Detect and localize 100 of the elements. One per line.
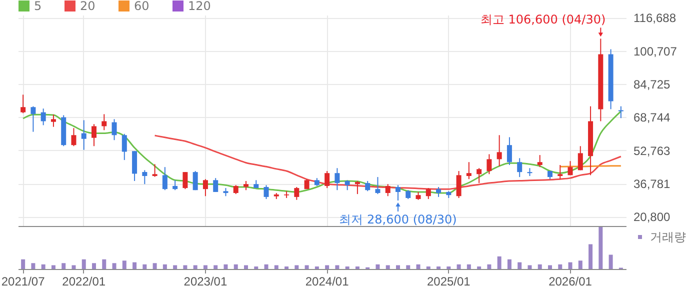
x-tick-label: 2025/01 xyxy=(426,274,471,288)
candlestick xyxy=(354,180,360,195)
y-tick-label: 36,781 xyxy=(634,177,671,192)
x-tick-label: 2022/01 xyxy=(62,274,106,288)
bar xyxy=(274,265,278,269)
bar xyxy=(183,265,188,269)
bar xyxy=(193,265,198,269)
bar xyxy=(466,264,471,269)
candlestick xyxy=(396,184,400,201)
bar xyxy=(203,265,208,269)
annotation: 최저 28,600 (08/30) xyxy=(339,212,457,226)
candlestick xyxy=(365,180,370,192)
bar xyxy=(416,264,420,269)
candlestick xyxy=(202,178,208,197)
legend-label: 5 xyxy=(34,0,42,13)
bar xyxy=(598,227,603,269)
bar xyxy=(152,263,157,269)
candlestick xyxy=(142,170,148,185)
candlestick xyxy=(506,136,512,166)
candlestick xyxy=(537,154,542,168)
bar xyxy=(162,264,167,269)
candlestick xyxy=(578,146,583,171)
x-tick-label: 2024/01 xyxy=(305,274,350,288)
bar xyxy=(72,265,76,269)
candlestick xyxy=(375,176,380,195)
candlestick xyxy=(476,168,482,184)
bar xyxy=(345,266,350,269)
annotation: 최고 106,600 (04/30) xyxy=(480,12,606,27)
bar xyxy=(294,265,299,269)
bar xyxy=(82,259,86,269)
candlestick xyxy=(192,170,198,191)
candlestick xyxy=(132,150,138,182)
bar xyxy=(386,265,390,269)
bar xyxy=(51,265,56,269)
bar xyxy=(41,264,46,269)
bar xyxy=(325,265,330,269)
bar xyxy=(477,266,482,269)
bar xyxy=(446,266,451,269)
bar xyxy=(142,264,147,269)
bar xyxy=(608,254,613,269)
bar xyxy=(497,256,502,269)
candlestick xyxy=(517,158,522,178)
candlestick xyxy=(244,180,248,191)
bar xyxy=(122,260,126,269)
bar xyxy=(31,263,36,269)
bar xyxy=(224,264,228,269)
bar xyxy=(355,266,360,269)
candlestick xyxy=(436,186,442,198)
bar xyxy=(548,265,552,269)
bar xyxy=(102,259,106,269)
x-tick-label: 2021/07 xyxy=(1,274,46,288)
y-tick-label: 20,800 xyxy=(634,210,671,224)
x-tick-label: 2026/01 xyxy=(548,274,592,288)
candlestick xyxy=(71,128,76,147)
y-tick-label: 116,688 xyxy=(634,11,676,26)
x-tick-label: 2023/01 xyxy=(184,274,228,288)
candlestick xyxy=(152,164,158,178)
bar xyxy=(234,264,238,269)
bar xyxy=(436,266,441,269)
bar xyxy=(568,262,572,269)
bar xyxy=(588,244,593,269)
legend-label: 120 xyxy=(188,0,211,13)
candlestick xyxy=(182,172,188,190)
candlestick xyxy=(426,188,431,200)
bar xyxy=(62,263,66,269)
candlestick xyxy=(92,124,96,147)
bar xyxy=(244,265,248,269)
candlestick xyxy=(102,114,107,131)
bar xyxy=(456,264,461,269)
bar xyxy=(507,259,512,269)
candlestick xyxy=(213,178,218,192)
candlestick xyxy=(344,180,350,191)
bar xyxy=(314,266,319,269)
bar xyxy=(558,264,562,269)
y-tick-label: 84,725 xyxy=(634,78,671,92)
candlestick xyxy=(40,108,46,126)
candlestick xyxy=(264,184,269,200)
candlestick xyxy=(486,154,492,175)
candlestick xyxy=(466,162,472,180)
y-tick-label: 52,763 xyxy=(634,144,671,158)
bar xyxy=(376,264,380,269)
bar xyxy=(284,266,289,269)
candlestick xyxy=(456,170,462,198)
bar xyxy=(254,266,258,269)
candlestick xyxy=(30,106,36,132)
y-tick-label: 100,707 xyxy=(634,44,678,58)
candlestick xyxy=(618,106,624,119)
bar xyxy=(132,262,137,269)
candlestick xyxy=(162,166,168,191)
bar xyxy=(406,265,410,269)
bar xyxy=(518,262,522,269)
legend-label: 60 xyxy=(134,0,150,13)
bar xyxy=(264,264,268,269)
bar xyxy=(487,264,492,269)
candlestick xyxy=(568,160,573,176)
candlestick xyxy=(294,186,300,200)
candlestick xyxy=(496,134,502,167)
candlestick xyxy=(112,118,117,141)
legend-label: 20 xyxy=(80,0,96,13)
candlestick xyxy=(81,120,86,150)
